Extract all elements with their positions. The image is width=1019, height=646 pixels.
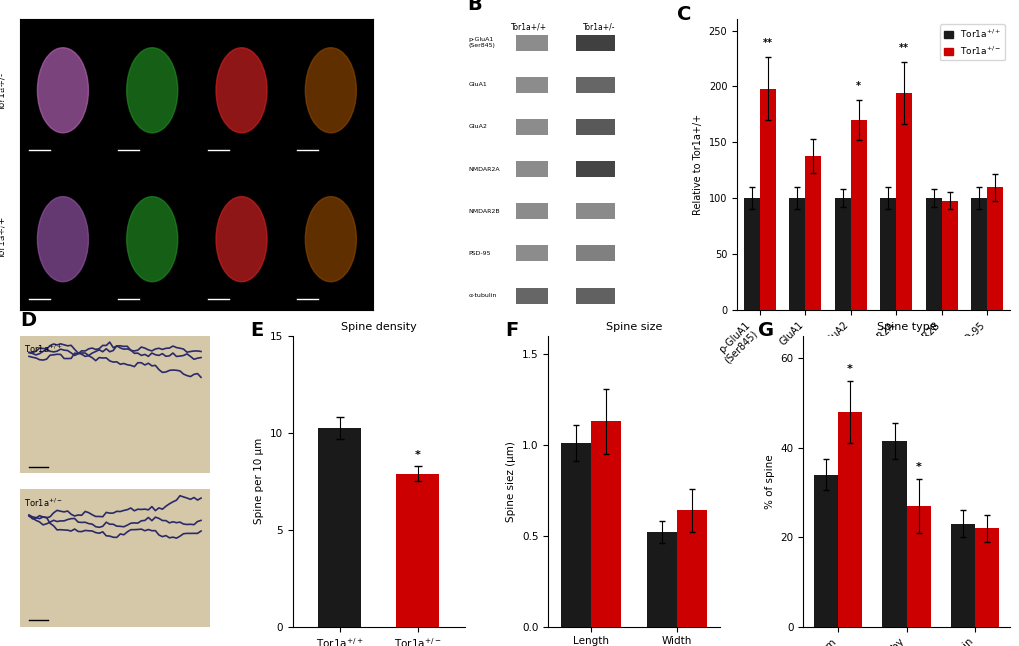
- Circle shape: [38, 196, 89, 282]
- Text: E: E: [250, 321, 263, 340]
- Bar: [743, 198, 759, 310]
- Text: Tor1a+/-: Tor1a+/-: [583, 22, 615, 31]
- Text: p-GluA1
(Ser845): p-GluA1 (Ser845): [469, 37, 495, 48]
- Bar: [881, 441, 906, 627]
- Bar: [646, 532, 677, 627]
- Bar: [576, 161, 614, 177]
- Text: Tor1a+/-: Tor1a+/-: [0, 73, 6, 111]
- Text: biocytin: biocytin: [48, 8, 78, 17]
- Text: G: G: [757, 321, 773, 340]
- Bar: [318, 428, 361, 627]
- Bar: [970, 198, 986, 310]
- Text: Merge: Merge: [319, 8, 342, 17]
- Bar: [576, 119, 614, 135]
- Bar: [516, 161, 547, 177]
- Bar: [759, 89, 774, 310]
- Text: Tor1a+/+: Tor1a+/+: [0, 216, 6, 258]
- Bar: [396, 474, 439, 627]
- Y-axis label: Spine siez (μm): Spine siez (μm): [505, 441, 516, 522]
- Text: Tor1a+/+: Tor1a+/+: [511, 22, 546, 31]
- Bar: [986, 187, 1002, 310]
- Bar: [951, 524, 974, 627]
- Text: NMDAR2B: NMDAR2B: [469, 209, 500, 214]
- Circle shape: [126, 48, 177, 133]
- Legend: Tor1a$^{+/+}$, Tor1a$^{+/-}$: Tor1a$^{+/+}$, Tor1a$^{+/-}$: [940, 24, 1005, 61]
- Bar: [516, 119, 547, 135]
- Text: A: A: [28, 25, 43, 44]
- Bar: [516, 203, 547, 219]
- Text: DARPP-32: DARPP-32: [222, 8, 260, 17]
- Text: Tor1a+/-: Tor1a+/-: [0, 76, 5, 105]
- Bar: [576, 77, 614, 93]
- Text: ENK: ENK: [145, 8, 160, 17]
- Bar: [804, 156, 820, 310]
- Title: Spine size: Spine size: [605, 322, 661, 332]
- Bar: [576, 287, 614, 304]
- Text: *: *: [415, 450, 421, 460]
- Text: **: **: [762, 39, 772, 48]
- Text: NMDAR2A: NMDAR2A: [469, 167, 500, 172]
- Bar: [941, 200, 957, 310]
- Text: Tor1a$^{+/+}$: Tor1a$^{+/+}$: [24, 343, 63, 355]
- Text: C: C: [677, 5, 691, 24]
- Bar: [925, 198, 941, 310]
- Text: F: F: [504, 321, 518, 340]
- Bar: [834, 198, 850, 310]
- Circle shape: [216, 48, 267, 133]
- Bar: [516, 245, 547, 262]
- Circle shape: [305, 48, 356, 133]
- Bar: [896, 93, 911, 310]
- Bar: [576, 35, 614, 50]
- Bar: [906, 506, 929, 627]
- Y-axis label: % of spine: % of spine: [764, 454, 774, 508]
- Bar: [516, 77, 547, 93]
- Text: PSD-95: PSD-95: [469, 251, 491, 256]
- Bar: [837, 412, 861, 627]
- Bar: [850, 120, 866, 310]
- Bar: [789, 198, 804, 310]
- Text: **: **: [898, 43, 908, 53]
- Bar: [813, 475, 837, 627]
- Circle shape: [126, 196, 177, 282]
- Bar: [879, 198, 896, 310]
- Text: *: *: [855, 81, 860, 91]
- Y-axis label: Relative to Tor1a+/+: Relative to Tor1a+/+: [693, 114, 702, 215]
- Bar: [516, 287, 547, 304]
- Text: GluA1: GluA1: [469, 82, 487, 87]
- Text: Tor1a$^{+/-}$: Tor1a$^{+/-}$: [24, 496, 63, 509]
- Text: B: B: [467, 0, 481, 14]
- Y-axis label: Spine per 10 μm: Spine per 10 μm: [254, 438, 264, 525]
- Title: Spine type: Spine type: [876, 322, 935, 332]
- Circle shape: [216, 196, 267, 282]
- Bar: [560, 443, 591, 627]
- Circle shape: [305, 196, 356, 282]
- Bar: [974, 528, 999, 627]
- Text: Tor1a+/+: Tor1a+/+: [0, 223, 5, 256]
- Bar: [591, 421, 621, 627]
- Bar: [677, 510, 706, 627]
- Title: Spine density: Spine density: [340, 322, 417, 332]
- Bar: [576, 203, 614, 219]
- Text: *: *: [915, 463, 920, 472]
- Text: α-tubulin: α-tubulin: [469, 293, 496, 298]
- Text: *: *: [846, 364, 852, 374]
- Text: D: D: [20, 311, 37, 330]
- Circle shape: [38, 48, 89, 133]
- Bar: [576, 245, 614, 262]
- Text: GluA2: GluA2: [469, 125, 487, 129]
- Bar: [516, 35, 547, 50]
